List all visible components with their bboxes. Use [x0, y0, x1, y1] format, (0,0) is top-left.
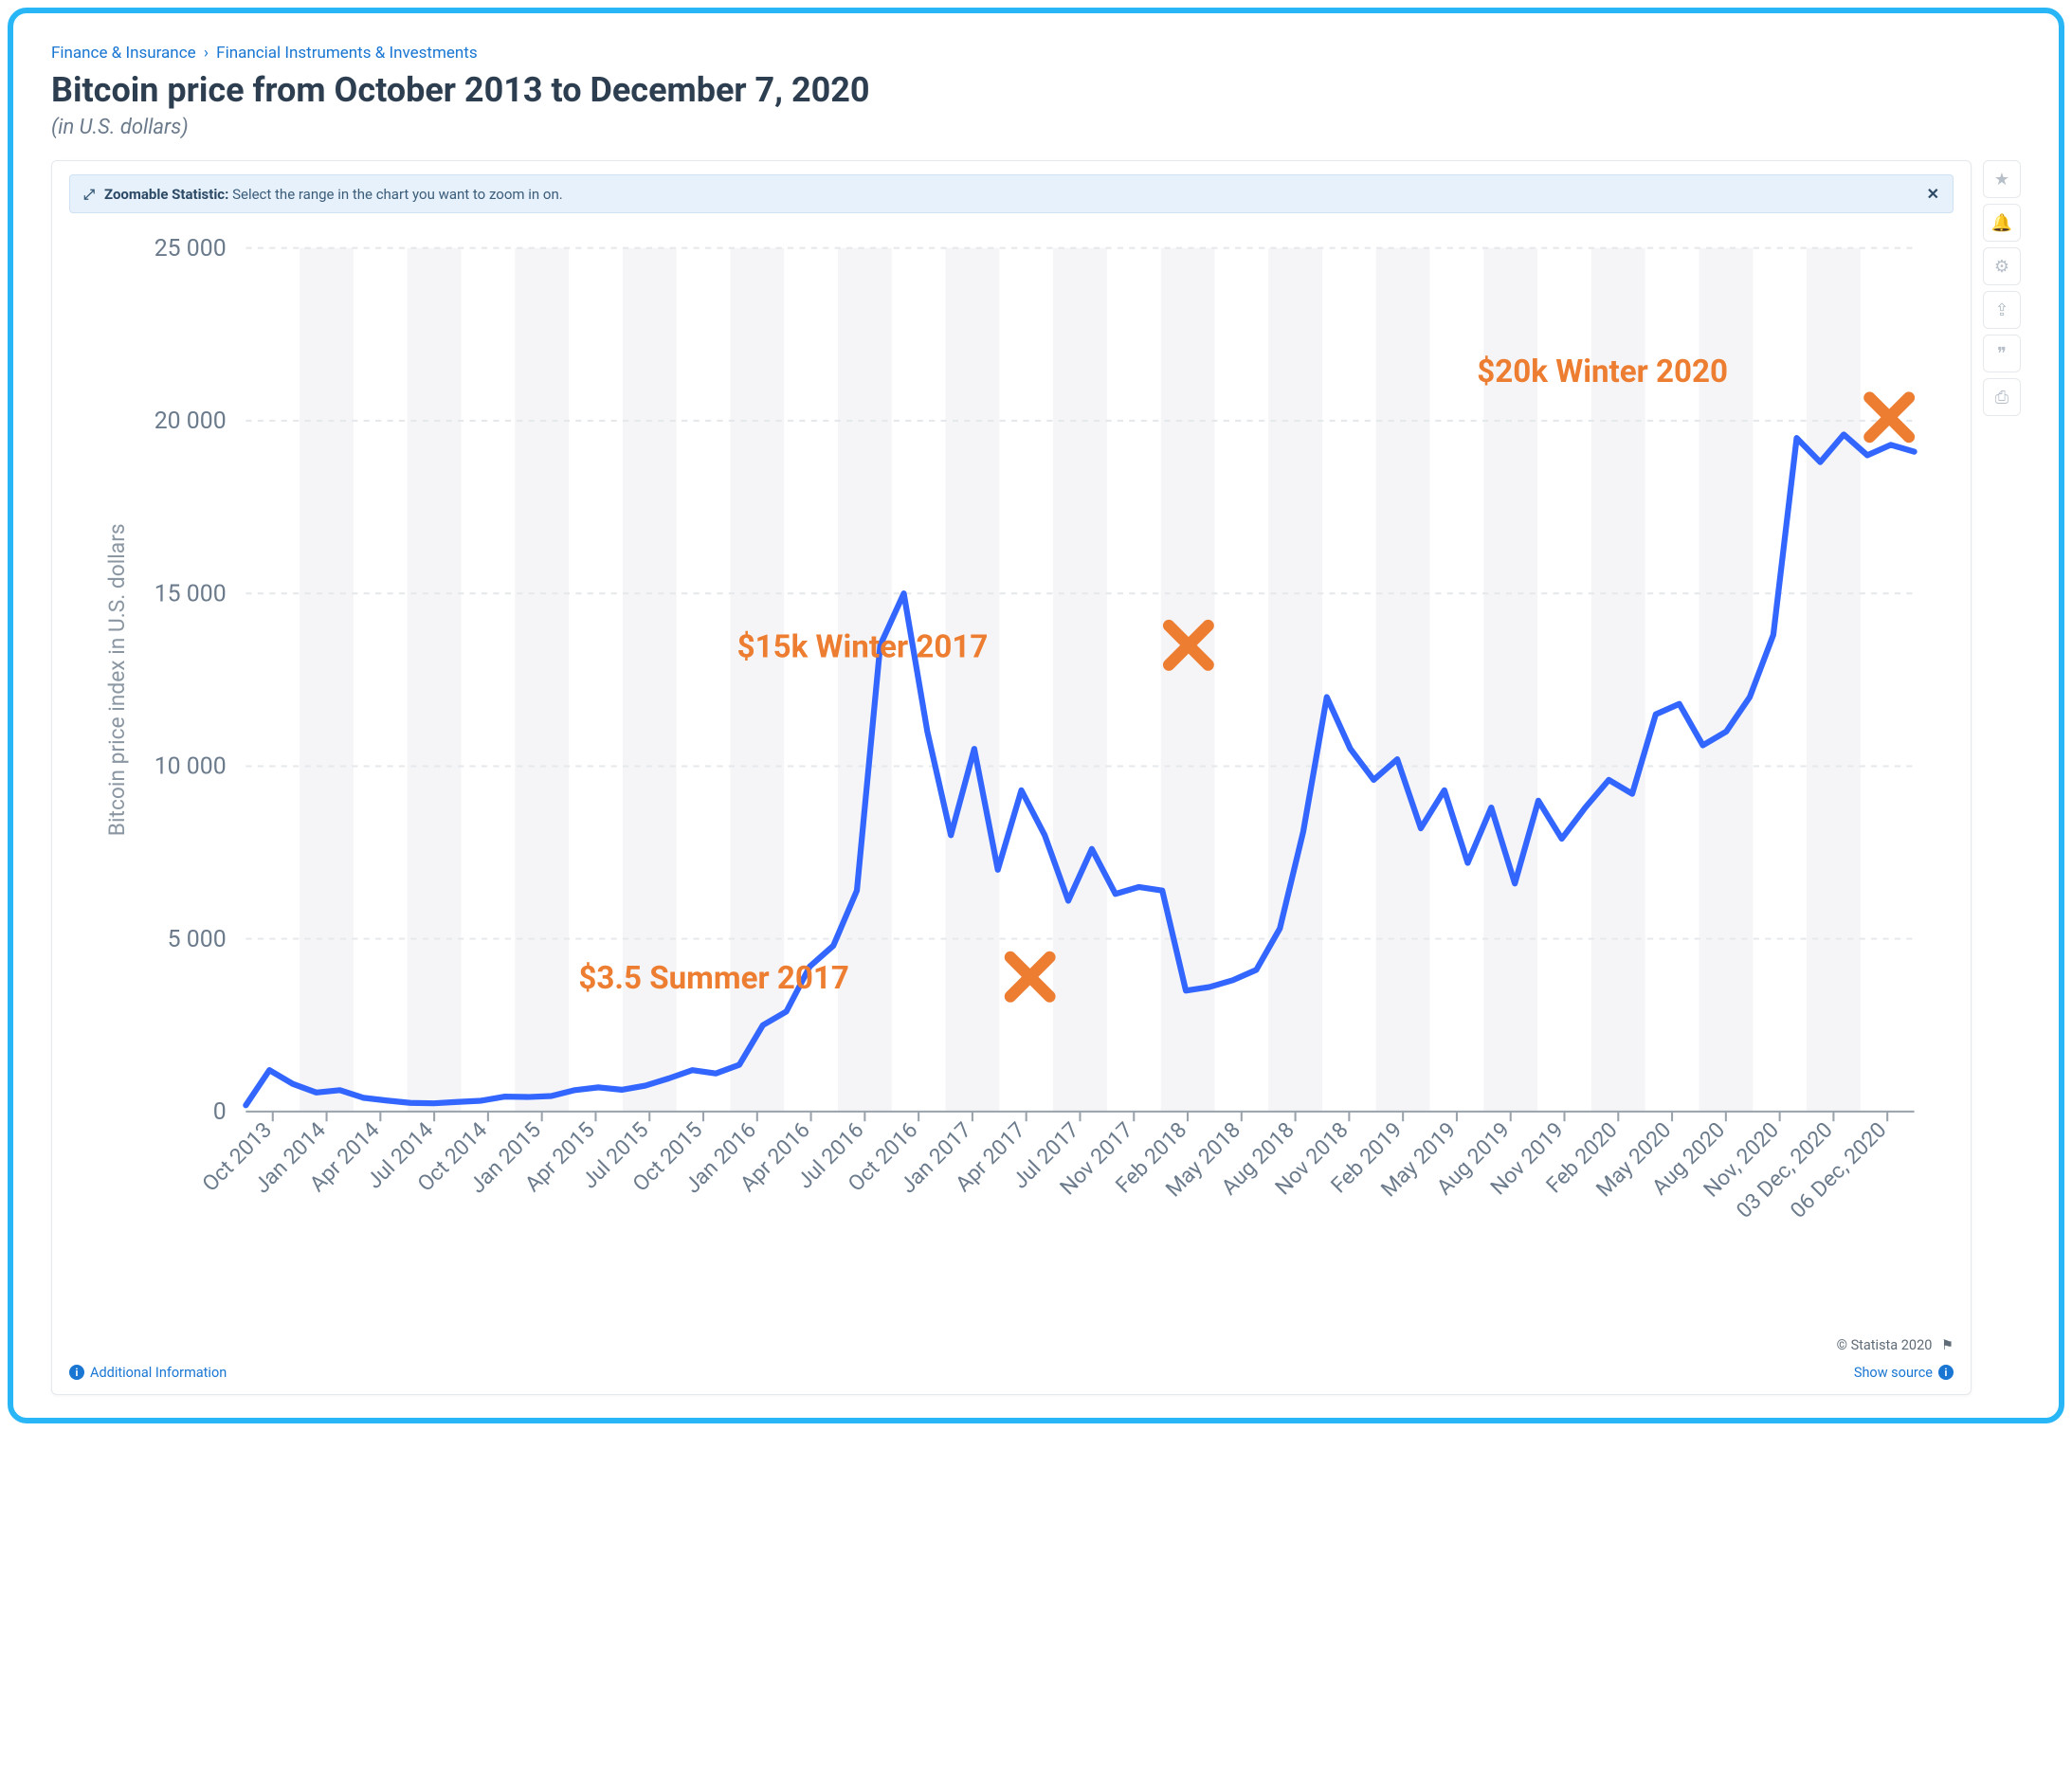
svg-text:$20k Winter 2020: $20k Winter 2020	[1477, 353, 1728, 390]
bell-icon: 🔔	[1991, 213, 2012, 233]
card-footer: © Statista 2020 ⚑ i Additional Informati…	[69, 1332, 1954, 1381]
side-toolbar: ★ 🔔 ⚙ ⇪ ❞ ⎙	[1983, 160, 2021, 1395]
share-button[interactable]: ⇪	[1983, 291, 2021, 329]
star-icon: ★	[1994, 170, 2009, 190]
notify-button[interactable]: 🔔	[1983, 204, 2021, 242]
copyright-text: © Statista 2020	[1837, 1337, 1933, 1353]
page-title: Bitcoin price from October 2013 to Decem…	[51, 70, 2021, 110]
svg-text:20 000: 20 000	[154, 408, 227, 435]
info-icon: i	[69, 1365, 84, 1380]
svg-text:15 000: 15 000	[154, 580, 227, 607]
zoom-banner: ⤢ Zoomable Statistic: Select the range i…	[69, 174, 1954, 213]
show-source-link[interactable]: Show source i	[1854, 1365, 1954, 1381]
expand-icon[interactable]: ⤢	[83, 186, 95, 203]
breadcrumb-item-instruments[interactable]: Financial Instruments & Investments	[216, 44, 477, 63]
svg-text:5 000: 5 000	[168, 926, 227, 953]
print-icon: ⎙	[1995, 388, 2008, 408]
cite-button[interactable]: ❞	[1983, 335, 2021, 372]
zoom-banner-text: Zoomable Statistic: Select the range in …	[104, 186, 563, 203]
info-icon: i	[1938, 1365, 1954, 1380]
settings-button[interactable]: ⚙	[1983, 247, 2021, 285]
print-button[interactable]: ⎙	[1983, 378, 2021, 416]
share-icon: ⇪	[1994, 300, 2008, 320]
chart-card: ⤢ Zoomable Statistic: Select the range i…	[51, 160, 1972, 1395]
breadcrumb-separator: ›	[204, 44, 209, 63]
page-subtitle: (in U.S. dollars)	[51, 116, 2021, 139]
quote-icon: ❞	[1997, 344, 2007, 364]
svg-text:0: 0	[213, 1098, 227, 1126]
chart-area[interactable]: 0 5 000 10 000 15 000 20 000 25 000 Bitcoin pr…	[69, 228, 1954, 1328]
additional-info-link[interactable]: i Additional Information	[69, 1365, 227, 1381]
svg-text:$15k Winter 2017: $15k Winter 2017	[737, 628, 989, 665]
close-icon[interactable]: ✕	[1927, 185, 1939, 203]
breadcrumb: Finance & Insurance › Financial Instrume…	[51, 44, 2021, 63]
favorite-button[interactable]: ★	[1983, 160, 2021, 198]
breadcrumb-item-finance[interactable]: Finance & Insurance	[51, 44, 196, 63]
additional-info-label: Additional Information	[90, 1365, 227, 1381]
svg-text:10 000: 10 000	[154, 753, 227, 781]
gear-icon: ⚙	[1994, 257, 2009, 277]
line-chart[interactable]: 0 5 000 10 000 15 000 20 000 25 000 Bitcoin pr…	[69, 228, 1954, 1328]
svg-text:Bitcoin price index in U.S. do: Bitcoin price index in U.S. dollars	[104, 523, 130, 836]
svg-text:$3.5 Summer 2017: $3.5 Summer 2017	[578, 960, 848, 997]
zoom-banner-label: Zoomable Statistic:	[104, 186, 228, 203]
show-source-label: Show source	[1854, 1365, 1933, 1381]
svg-text:25 000: 25 000	[154, 235, 227, 263]
zoom-banner-desc: Select the range in the chart you want t…	[232, 186, 563, 203]
page-frame: Finance & Insurance › Financial Instrume…	[8, 8, 2064, 1423]
flag-icon[interactable]: ⚑	[1941, 1337, 1954, 1353]
